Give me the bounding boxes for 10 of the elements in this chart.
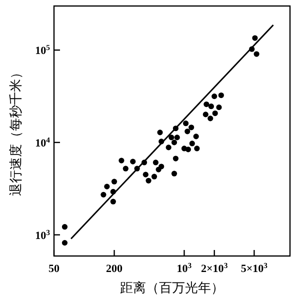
x-tick-label: 200	[106, 263, 124, 275]
y-tick-label: 10$^{4}$	[35, 134, 50, 150]
x-tick-label: 2×10$^{3}$	[201, 260, 228, 275]
y-axis-title: 退行速度（每秒千米）	[8, 66, 23, 196]
x-tick-label: 10$^{3}$	[176, 260, 192, 275]
y-tick-label: 10$^{3}$	[35, 227, 50, 242]
x-tick-label: 5×10$^{3}$	[240, 260, 268, 275]
x-tick-label: 50	[48, 263, 60, 275]
y-tick-label: 10$^{5}$	[35, 42, 50, 58]
x-axis-title: 距离（百万光年）	[120, 280, 224, 295]
